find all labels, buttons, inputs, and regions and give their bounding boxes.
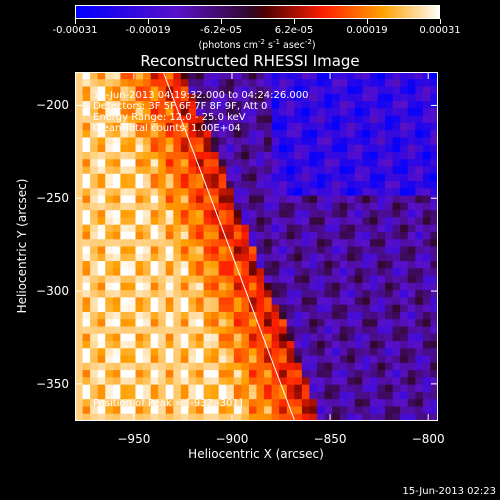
annotation-clean: Clean Total counts: 1.00E+04 <box>93 123 241 134</box>
footer-timestamp: 15-Jun-2013 02:23 <box>402 486 496 497</box>
heatmap-image <box>75 72 438 421</box>
x-tick-label: −900 <box>215 432 249 446</box>
y-tick-label: −250 <box>36 191 69 206</box>
colorbar-tick-label: -0.00031 <box>52 25 98 36</box>
x-tick-label: −800 <box>411 432 445 446</box>
x-axis-label: Heliocentric X (arcsec) <box>188 447 324 461</box>
colorbar-tick-label: 0.00031 <box>419 25 461 36</box>
colorbar-tick <box>147 19 149 24</box>
colorbar-gradient <box>75 5 440 19</box>
colorbar-tick-label: -6.2e-05 <box>200 25 242 36</box>
plot-area: 15-Jun-2013 04:19:32.000 to 04:24:26.000… <box>75 72 438 421</box>
colorbar-tick <box>293 19 295 24</box>
y-tick-label: −200 <box>36 98 69 113</box>
heatmap-pixels <box>75 72 438 421</box>
colorbar-units: (photons cm-2 s-1 asec-2) <box>198 38 316 52</box>
colorbar-tick <box>74 19 76 24</box>
y-tick-label: −350 <box>36 376 69 391</box>
annotation-detectors: Detectors: 3F 5F 6F 7F 8F 9F, Att 0 <box>93 101 268 112</box>
annotation-peak: Position of Peak = [-932,-301] <box>93 398 243 409</box>
colorbar-tick-label: -0.00019 <box>125 25 171 36</box>
x-tick-label: −950 <box>117 432 151 446</box>
colorbar-tick <box>220 19 222 24</box>
limb-line <box>162 72 296 421</box>
y-axis-label: Heliocentric Y (arcsec) <box>15 178 29 314</box>
colorbar-tick <box>439 19 441 24</box>
annotation-time: 15-Jun-2013 04:19:32.000 to 04:24:26.000 <box>93 90 309 101</box>
x-tick-label: −850 <box>313 432 347 446</box>
annotation-energy: Energy Range: 12.0 - 25.0 keV <box>93 112 246 123</box>
y-tick-label: −300 <box>36 284 69 299</box>
colorbar-tick <box>366 19 368 24</box>
colorbar-tick-label: 0.00019 <box>346 25 388 36</box>
chart-title: Reconstructed RHESSI Image <box>140 52 360 70</box>
colorbar-tick-label: 6.2e-05 <box>274 25 314 36</box>
colorbar <box>75 5 440 19</box>
plot-frame <box>75 72 438 421</box>
